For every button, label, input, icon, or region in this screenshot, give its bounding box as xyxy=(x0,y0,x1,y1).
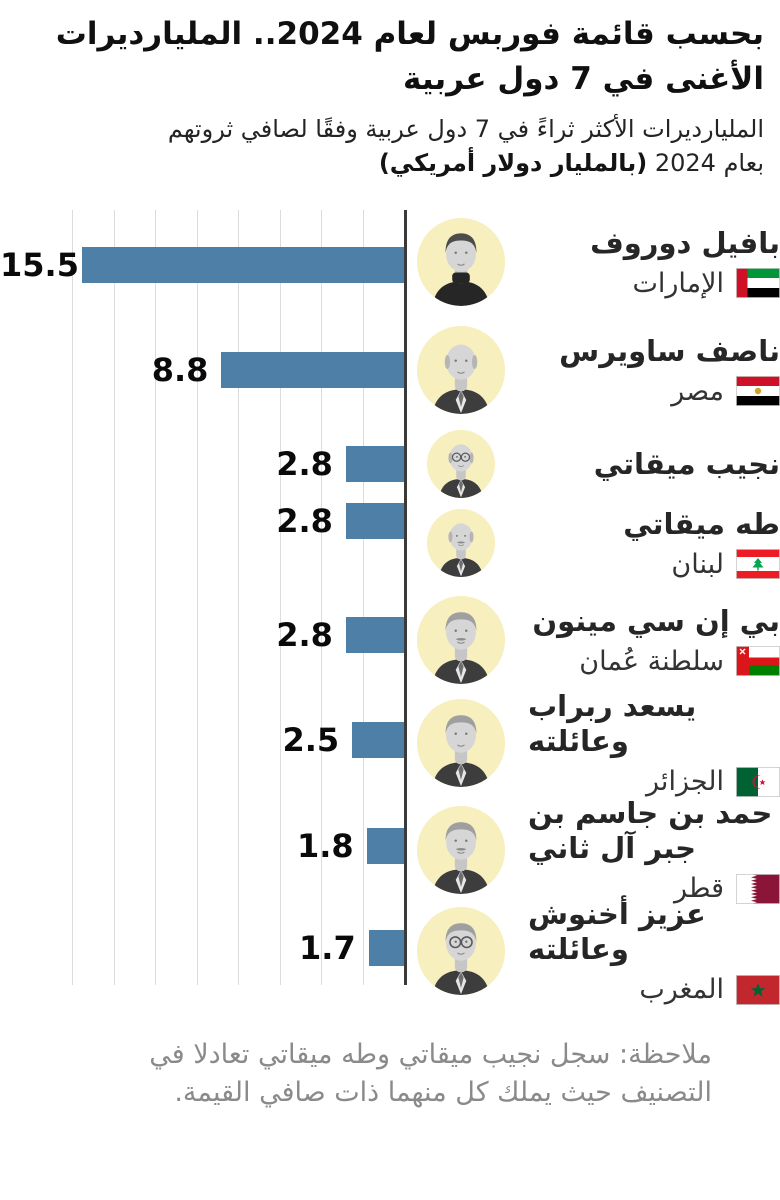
person-photo xyxy=(417,326,505,414)
entry-labels: يسعد ربراب وعائلته الجزائر xyxy=(528,658,780,828)
value-label: 2.8 xyxy=(276,445,333,483)
person-avatar-icon xyxy=(427,430,495,498)
person-avatar-icon xyxy=(417,218,505,306)
country-flag xyxy=(736,974,780,1005)
entry-labels: ناصف ساويرس مصر xyxy=(528,285,780,455)
country-row: المغرب xyxy=(639,974,780,1005)
gridline xyxy=(113,210,115,985)
person-name: طه ميقاتي xyxy=(623,506,780,541)
person-avatar-icon xyxy=(417,907,505,995)
value-label: 2.8 xyxy=(276,616,333,654)
header: بحسب قائمة فوربس لعام 2024.. المليارديرا… xyxy=(16,12,764,180)
entry-labels: حمد بن جاسم بن جبر آل ثاني قطر xyxy=(528,765,780,935)
person-photo xyxy=(417,907,505,995)
country-label: لبنان xyxy=(671,548,724,580)
person-photo xyxy=(417,596,505,684)
person-avatar-icon xyxy=(427,509,495,577)
country-label: المغرب xyxy=(639,974,724,1005)
person-photo xyxy=(417,699,505,787)
value-bar xyxy=(368,930,404,966)
value-label: 2.8 xyxy=(276,502,333,540)
gridline xyxy=(362,210,364,985)
country-flag xyxy=(736,646,780,676)
value-label: 8.8 xyxy=(151,351,209,389)
axis-baseline xyxy=(404,210,407,985)
value-label: 1.8 xyxy=(296,827,354,865)
person-name: ناصف ساويرس xyxy=(559,333,780,368)
country-row: سلطنة عُمان xyxy=(579,646,780,677)
bar-chart: 15.5 بافيل دوروف الإمارات 8.8 ناصف ساويرس مصر… xyxy=(0,210,780,1005)
value-bar xyxy=(221,352,404,388)
entry-labels: بافيل دوروف الإمارات xyxy=(528,177,780,347)
flag-lebanon-icon xyxy=(736,549,780,579)
chart-title-line2: الأغنى في 7 دول عربية xyxy=(403,61,764,97)
gridline xyxy=(238,210,239,985)
value-bar xyxy=(345,503,404,539)
country-flag xyxy=(736,549,780,579)
gridline xyxy=(72,210,73,985)
value-label: 1.7 xyxy=(299,929,356,967)
person-name: بافيل دوروف xyxy=(590,225,780,260)
country-label: سلطنة عُمان xyxy=(579,645,724,677)
chart-subtitle-unit: (بالمليار دولار أمريكي) xyxy=(378,149,648,177)
country-label: قطر xyxy=(674,873,724,904)
country-row: لبنان xyxy=(671,549,780,580)
person-photo xyxy=(427,430,495,498)
value-label: 2.5 xyxy=(282,721,340,759)
gridline xyxy=(155,210,156,985)
person-photo xyxy=(417,806,505,894)
person-avatar-icon xyxy=(417,806,505,894)
chart-subtitle-year: بعام 2024 xyxy=(647,149,764,177)
country-row: مصر xyxy=(671,376,780,407)
country-row: الإمارات xyxy=(632,268,780,299)
entry-labels: عزيز أخنوش وعائلته المغرب xyxy=(528,866,780,1036)
person-avatar-icon xyxy=(417,326,505,414)
person-avatar-icon xyxy=(417,596,505,684)
person-name: نجيب ميقاتي xyxy=(593,446,780,481)
country-label: مصر xyxy=(671,375,724,407)
entry-labels: طه ميقاتي لبنان xyxy=(528,458,780,628)
value-bar xyxy=(345,617,404,653)
value-bar xyxy=(345,446,404,482)
person-photo xyxy=(417,218,505,306)
person-name: عزيز أخنوش وعائلته xyxy=(528,897,706,966)
country-row: قطر xyxy=(674,873,780,904)
chart-subtitle: المليارديرات الأكثر ثراءً في 7 دول عربية… xyxy=(16,112,764,180)
chart-title: بحسب قائمة فوربس لعام 2024.. المليارديرا… xyxy=(16,12,764,102)
gridline xyxy=(196,210,198,985)
entry-labels: نجيب ميقاتي xyxy=(528,379,780,549)
entry-labels: بي إن سي مينون سلطنة عُمان xyxy=(528,555,780,725)
footnote: ملاحظة: سجل نجيب ميقاتي وطه ميقاتي تعادل… xyxy=(149,1039,712,1108)
gridline xyxy=(321,210,322,985)
chart-title-line1: بحسب قائمة فوربس لعام 2024.. المليارديرا… xyxy=(55,16,764,52)
country-label: الجزائر xyxy=(646,766,724,797)
value-bar xyxy=(82,247,404,283)
flag-oman-icon xyxy=(736,646,780,676)
person-name: حمد بن جاسم بن جبر آل ثاني xyxy=(528,796,773,865)
person-photo xyxy=(427,509,495,577)
person-name: يسعد ربراب وعائلته xyxy=(528,689,697,758)
flag-morocco-icon xyxy=(736,974,780,1005)
country-row: الجزائر xyxy=(646,766,780,797)
gridline xyxy=(279,210,281,985)
value-bar xyxy=(352,722,404,758)
person-name: بي إن سي مينون xyxy=(532,603,780,638)
person-avatar-icon xyxy=(417,699,505,787)
country-flag xyxy=(736,873,780,904)
chart-subtitle-line1: المليارديرات الأكثر ثراءً في 7 دول عربية… xyxy=(167,115,764,143)
country-label: الإمارات xyxy=(632,267,724,299)
value-bar xyxy=(366,828,404,864)
value-label: 15.5 xyxy=(0,246,79,284)
flag-qatar-icon xyxy=(736,873,780,904)
